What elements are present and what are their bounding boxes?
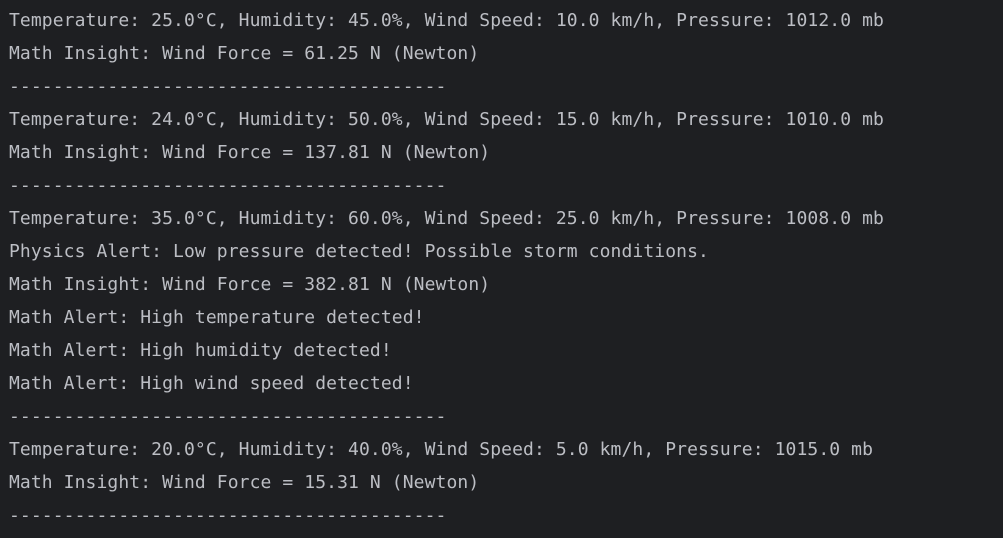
output-line-physics-alert: Physics Alert: Low pressure detected! Po…	[9, 241, 709, 262]
output-line-temperature-alert: Math Alert: High temperature detected!	[9, 307, 425, 328]
output-line-temperature-3: Temperature: 35.0°C, Humidity: 60.0%, Wi…	[9, 208, 884, 229]
separator-line-3: ----------------------------------------	[9, 406, 447, 427]
output-line-wind-force-3: Math Insight: Wind Force = 382.81 N (New…	[9, 274, 491, 295]
output-line-temperature-4: Temperature: 20.0°C, Humidity: 40.0%, Wi…	[9, 439, 874, 460]
output-line-temperature-1: Temperature: 25.0°C, Humidity: 45.0%, Wi…	[9, 10, 884, 31]
output-line-wind-force-1: Math Insight: Wind Force = 61.25 N (Newt…	[9, 43, 480, 64]
separator-line-1: ----------------------------------------	[9, 76, 447, 97]
output-line-temperature-2: Temperature: 24.0°C, Humidity: 50.0%, Wi…	[9, 109, 884, 130]
separator-line-2: ----------------------------------------	[9, 175, 447, 196]
output-line-humidity-alert: Math Alert: High humidity detected!	[9, 340, 392, 361]
output-line-wind-force-4: Math Insight: Wind Force = 15.31 N (Newt…	[9, 472, 480, 493]
output-line-wind-speed-alert: Math Alert: High wind speed detected!	[9, 373, 414, 394]
separator-line-4: ----------------------------------------	[9, 505, 447, 526]
output-line-wind-force-2: Math Insight: Wind Force = 137.81 N (New…	[9, 142, 491, 163]
